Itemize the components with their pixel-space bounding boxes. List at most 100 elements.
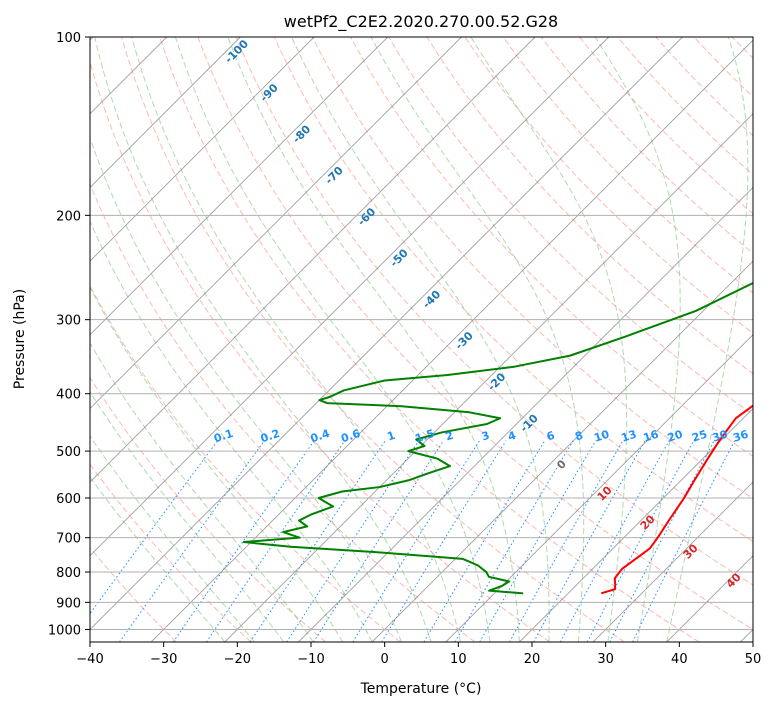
moist-adiabat [594,37,681,642]
moist-adiabat [90,391,285,642]
isotherm-line [90,37,610,557]
mixing-ratio-line [559,440,670,642]
x-tick-label: −20 [224,652,251,667]
mixing-ratio-label: 6 [545,429,557,444]
sounding-series [242,281,753,595]
isotherm-line [90,37,389,336]
mixing-ratio-line [249,440,386,642]
moist-adiabat [90,435,255,642]
x-tick-label: 50 [745,652,762,667]
dry-adiabat [540,37,753,254]
y-tick-label: 500 [56,445,81,460]
isotherm-line [592,481,753,642]
y-tick-label: 400 [56,388,81,403]
x-axis: −40 −30 −20 −10 0 10 20 30 40 50 [76,642,761,667]
mixing-ratio-line [533,440,646,642]
moist-adiabat [90,476,226,642]
mixing-ratio-label: 1.5 [413,427,436,445]
mixing-ratio-label: 13 [620,428,639,445]
isotherm-line [90,37,683,631]
dry-adiabat [90,284,401,642]
y-axis-label: Pressure (hPa) [12,289,28,389]
moist-adiabat [470,37,628,642]
y-tick-label: 800 [56,566,81,581]
dry-adiabat [121,37,625,642]
dry-adiabat [235,37,753,586]
mixing-ratio-label: 36 [731,427,750,444]
mixing-ratio-label: 3 [480,429,491,444]
mixing-ratio-label: 0.4 [309,427,332,445]
mixing-ratio-label: 2 [444,429,455,444]
mixing-ratio-line [172,440,315,642]
y-tick-label: 200 [56,209,81,224]
mixing-ratio-label: 30 [711,427,730,444]
mixing-ratio-label: 1 [386,429,397,444]
isotherm-line [519,407,753,642]
mixing-ratio-label: 20 [666,427,685,444]
isotherm-line [224,113,753,642]
x-tick-label: 10 [450,652,467,667]
dry-adiabat [502,37,753,294]
mixing-ratio-label: 4 [506,429,518,444]
mixing-ratio-label: 0.2 [259,427,282,445]
mixing-ratio-line [454,440,574,642]
mixing-ratio-label: 25 [690,428,709,445]
mixing-ratio-line [119,440,265,642]
moist-adiabat [94,37,432,642]
y-tick-label: 900 [56,596,81,611]
mixing-ratio-line [313,440,445,642]
mixing-ratio-label: 8 [573,429,584,444]
background-lines [90,37,753,642]
y-tick-label: 600 [56,492,81,507]
mixing-ratio-line [205,440,346,642]
isotherm-line [90,37,536,483]
moist-adiabat [90,220,373,642]
dry-adiabat [426,37,753,375]
mixing-ratio-line [423,440,546,642]
dry-adiabat [464,37,753,334]
dry-adiabat [90,60,551,642]
moist-adiabat [370,37,585,642]
moist-adiabat [174,37,491,642]
isotherm-line [371,260,753,642]
mixing-ratio-line [352,440,481,642]
x-tick-label: −10 [297,652,324,667]
y-axis: 100 200 300 400 500 600 700 800 900 1000 [48,31,90,638]
x-tick-label: −40 [76,652,103,667]
mixing-ratio-label: 0.1 [212,427,235,445]
dry-adiabat [617,37,753,176]
y-tick-label: 700 [56,532,81,547]
mixing-ratio-line [632,440,736,642]
y-tick-label: 300 [56,314,81,329]
mixing-ratio-line [509,440,624,642]
moist-adiabat [131,37,461,642]
y-tick-label: 100 [56,31,81,46]
dry-adiabat [311,37,753,500]
x-tick-label: 0 [381,652,389,667]
dry-adiabat [388,37,753,416]
dry-adiabat [90,182,476,642]
isotherm-line [298,186,753,642]
moist-adiabat [90,286,344,642]
isotherm-line [90,37,241,189]
mixing-ratio-label: 0.6 [339,427,362,445]
moist-adiabat [666,37,749,642]
x-tick-label: 30 [597,652,614,667]
mixing-ratio-label: 10 [592,427,611,444]
dry-adiabat [579,37,753,215]
moist-adiabat [227,37,520,642]
dry-adiabat [197,37,753,631]
mixing-ratio-line [90,440,219,615]
plot-frame [89,36,754,643]
temperature-profile-line [600,404,753,595]
y-tick-label: 1000 [48,623,81,638]
isotherm-line [90,37,315,262]
dewpoint-profile-line [242,281,753,595]
dry-adiabat [90,376,326,642]
x-tick-label: 20 [524,652,541,667]
moist-adiabat [291,37,550,642]
isotherm-line [90,37,462,410]
mixing-ratio-line [286,440,420,642]
